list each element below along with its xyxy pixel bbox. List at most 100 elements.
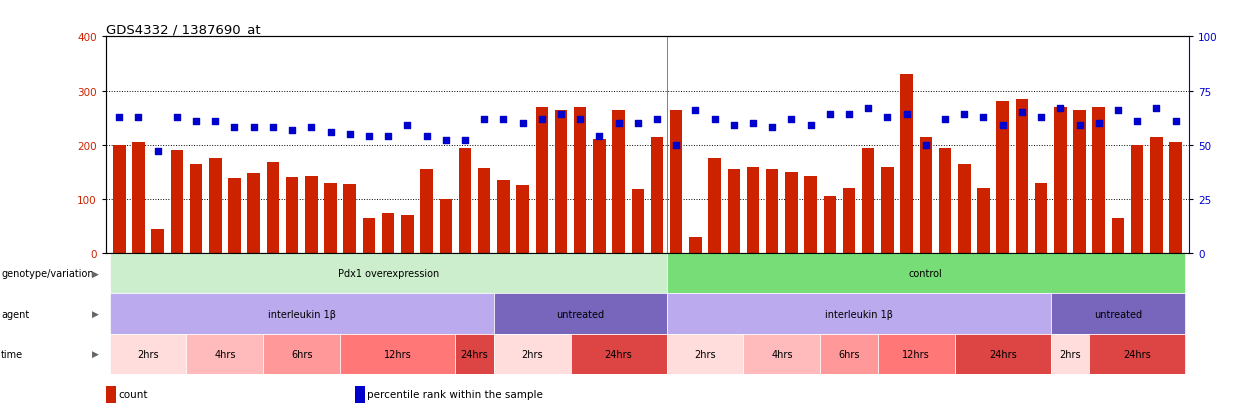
Bar xyxy=(209,159,222,254)
Point xyxy=(436,138,456,145)
Bar xyxy=(820,334,878,374)
Bar xyxy=(593,140,605,254)
Bar xyxy=(1112,218,1124,254)
Bar xyxy=(1130,145,1143,254)
Bar xyxy=(228,179,240,254)
Bar xyxy=(955,334,1051,374)
Bar xyxy=(478,168,491,254)
Bar xyxy=(786,173,798,254)
Point xyxy=(552,112,571,119)
Bar xyxy=(439,199,452,254)
Text: GDS4332 / 1387690_at: GDS4332 / 1387690_at xyxy=(106,23,260,36)
Bar xyxy=(766,170,778,254)
Bar xyxy=(248,173,260,254)
Bar xyxy=(497,180,509,254)
Point xyxy=(474,116,494,123)
Point xyxy=(839,112,859,119)
Bar xyxy=(666,334,743,374)
Bar xyxy=(1150,138,1163,254)
Point xyxy=(974,114,994,121)
Bar xyxy=(344,185,356,254)
Bar xyxy=(996,102,1008,254)
Bar xyxy=(1051,334,1089,374)
Bar xyxy=(132,143,144,254)
Bar xyxy=(535,107,548,254)
Point xyxy=(589,133,609,140)
Bar xyxy=(110,254,666,294)
Bar xyxy=(1169,143,1182,254)
Bar xyxy=(747,167,759,254)
Point xyxy=(167,114,187,121)
Bar xyxy=(362,218,375,254)
Bar xyxy=(113,145,126,254)
Bar xyxy=(266,163,279,254)
Point xyxy=(896,112,916,119)
Text: 24hrs: 24hrs xyxy=(989,349,1017,359)
Point xyxy=(1088,121,1108,127)
Bar xyxy=(555,110,568,254)
Point xyxy=(801,123,820,129)
Bar xyxy=(574,107,586,254)
Text: 2hrs: 2hrs xyxy=(137,349,159,359)
Bar xyxy=(1055,107,1067,254)
Bar xyxy=(939,148,951,254)
Point xyxy=(128,114,148,121)
Point xyxy=(1127,118,1147,125)
Point xyxy=(647,116,667,123)
Point xyxy=(609,121,629,127)
Bar xyxy=(708,159,721,254)
Bar xyxy=(1035,183,1047,254)
Point xyxy=(1031,114,1051,121)
Point xyxy=(992,123,1012,129)
Point xyxy=(627,121,647,127)
Text: 24hrs: 24hrs xyxy=(1123,349,1150,359)
Text: interleukin 1β: interleukin 1β xyxy=(268,309,336,319)
Text: percentile rank within the sample: percentile rank within the sample xyxy=(367,389,543,399)
Bar xyxy=(804,176,817,254)
Text: 24hrs: 24hrs xyxy=(605,349,632,359)
Bar xyxy=(920,138,933,254)
Text: 6hrs: 6hrs xyxy=(291,349,312,359)
Text: 4hrs: 4hrs xyxy=(771,349,793,359)
Text: count: count xyxy=(118,389,148,399)
Bar xyxy=(670,110,682,254)
Bar xyxy=(458,148,471,254)
Text: 2hrs: 2hrs xyxy=(522,349,543,359)
Point xyxy=(1012,110,1032,116)
Bar xyxy=(189,164,203,254)
Bar xyxy=(171,151,183,254)
Text: 2hrs: 2hrs xyxy=(695,349,716,359)
Text: time: time xyxy=(1,349,24,359)
Point xyxy=(320,129,340,136)
Text: untreated: untreated xyxy=(1094,309,1142,319)
Bar xyxy=(324,183,336,254)
Point xyxy=(224,125,244,131)
Point xyxy=(878,114,898,121)
Point xyxy=(187,118,207,125)
Text: Pdx1 overexpression: Pdx1 overexpression xyxy=(337,269,438,279)
Point xyxy=(283,127,303,133)
Bar xyxy=(613,110,625,254)
Text: agent: agent xyxy=(1,309,30,319)
Bar xyxy=(456,334,494,374)
Text: 24hrs: 24hrs xyxy=(461,349,488,359)
Bar xyxy=(878,334,955,374)
Bar xyxy=(977,189,990,254)
Point xyxy=(532,116,552,123)
Bar xyxy=(1092,107,1106,254)
Point xyxy=(378,133,398,140)
Text: 2hrs: 2hrs xyxy=(1059,349,1081,359)
Bar xyxy=(401,216,413,254)
Bar xyxy=(1073,110,1086,254)
Point xyxy=(723,123,743,129)
Point xyxy=(916,142,936,149)
Bar xyxy=(494,294,666,334)
Bar xyxy=(651,138,664,254)
Bar xyxy=(824,197,837,254)
Bar xyxy=(152,229,164,254)
Bar xyxy=(666,254,1185,294)
Point xyxy=(955,112,975,119)
Point xyxy=(1051,105,1071,112)
Bar xyxy=(421,170,433,254)
Text: ▶: ▶ xyxy=(92,309,100,318)
